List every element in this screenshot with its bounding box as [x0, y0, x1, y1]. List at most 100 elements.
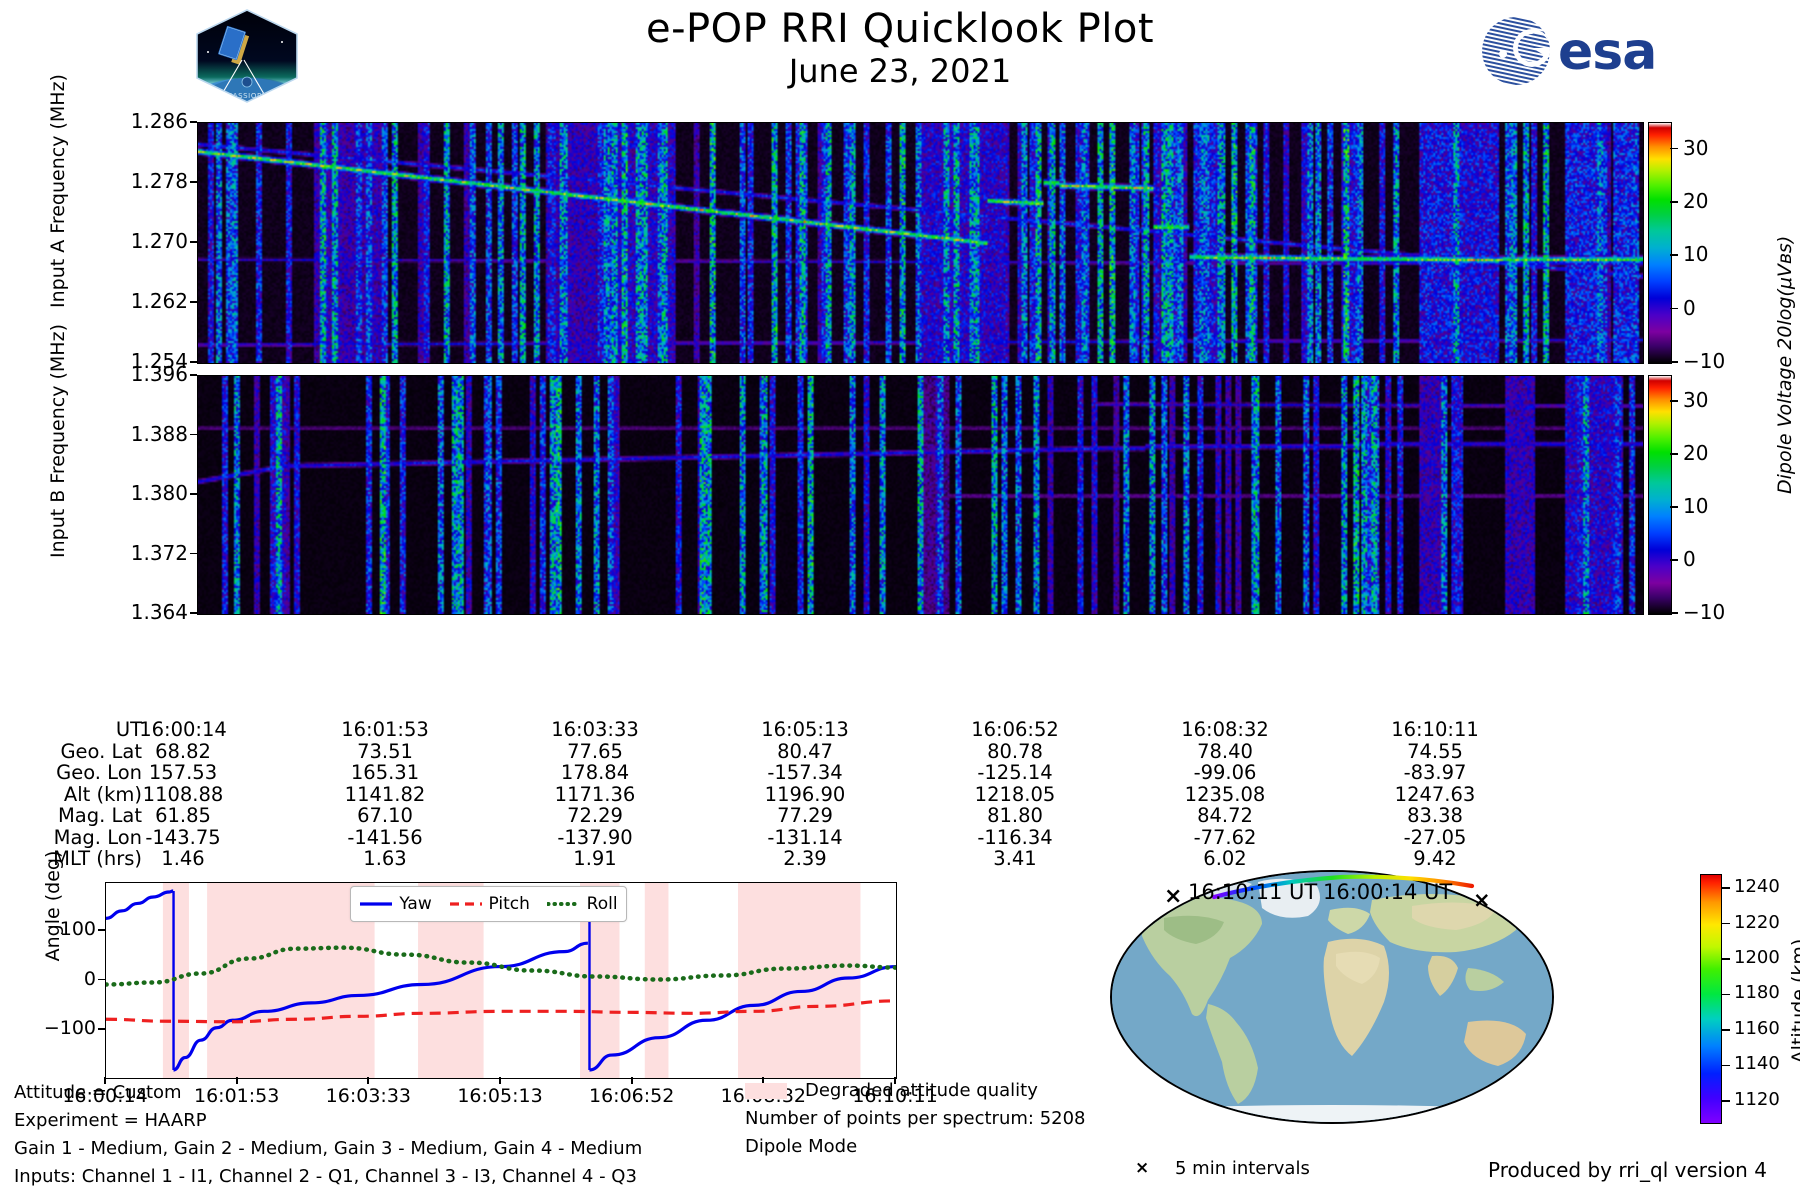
attitude-series-roll: [106, 945, 896, 987]
spectrogram-a-y-tickmark: [190, 121, 197, 123]
colorbar-tick-label: 0: [1683, 295, 1696, 320]
ephemeris-row: MLT (hrs) 1.46 1.63 1.91 2.39 3.41 6.02 9.42: [0, 847, 1640, 870]
attitude-xtick: 16:06:52: [588, 1085, 675, 1107]
altitude-tickmark: [1722, 922, 1730, 925]
attitude-xtick: 16:10:11: [852, 1085, 938, 1107]
produced-by-label: Produced by rri_ql version 4: [1488, 1158, 1767, 1182]
ephemeris-value: 1235.08: [1184, 782, 1266, 806]
ephemeris-value: -27.05: [1403, 825, 1467, 849]
spectrogram-b-y-tick: 1.372: [130, 540, 188, 565]
ephemeris-value: -116.34: [977, 825, 1053, 849]
colorbar-tickmark: [1670, 453, 1678, 455]
degraded-quality-label: Degraded attitude quality: [805, 1080, 1038, 1101]
spectrogram-b-y-tickmark: [190, 493, 197, 495]
altitude-tickmark: [1722, 1029, 1730, 1031]
altitude-colorbar-label: Altitude (km): [1788, 938, 1800, 1064]
attitude-xtickmark: [499, 1077, 501, 1084]
spectrogram-b-y-tick: 1.364: [130, 600, 188, 624]
colorbar-tickmark: [1670, 361, 1678, 363]
spectrogram-a-y-tick: 1.262: [130, 289, 188, 313]
attitude-xtick: 16:01:53: [193, 1085, 280, 1107]
attitude-xtickmark: [894, 1077, 896, 1084]
spectrogram-b-y-tick: 1.396: [130, 362, 188, 386]
attitude-ytickmark: [98, 1028, 105, 1031]
ephemeris-value: 83.38: [1407, 804, 1463, 827]
ephemeris-value: 80.47: [777, 739, 833, 763]
spectrogram-a: [197, 122, 1644, 364]
attitude-series-yaw: [106, 889, 174, 920]
ephemeris-row: UT 16:00:14 16:01:53 16:03:33 16:05:13 16:06:…: [0, 718, 1640, 741]
colorbar-tickmark: [1670, 147, 1678, 150]
track-start-label: 16:00:14 UT: [1323, 880, 1453, 904]
ephemeris-value: 77.65: [567, 739, 623, 763]
legend-label: Roll: [586, 894, 618, 914]
ephemeris-value: -137.90: [557, 825, 633, 849]
spectrogram-a-y-tick: 1.286: [130, 109, 188, 133]
spectrogram-a-y-tick: 1.278: [130, 169, 188, 193]
colorbar-tick-label: 10: [1683, 242, 1709, 267]
ephemeris-value: 1141.82: [344, 782, 426, 806]
attitude-legend: Yaw Pitch Roll: [350, 886, 627, 922]
colorbar-tickmark: [1670, 559, 1678, 561]
ephemeris-value: 81.80: [987, 804, 1043, 827]
spectrogram-a-y-tickmark: [190, 301, 197, 303]
legend-item-roll: Roll: [546, 894, 618, 914]
ephemeris-value: 9.42: [1413, 847, 1457, 870]
colorbar-tickmark: [1670, 400, 1678, 403]
colorbar-tickmark: [1670, 254, 1678, 256]
ephemeris-value: 16:08:32: [1181, 718, 1269, 741]
annotation-attitude: Attitude = Custom: [14, 1082, 182, 1103]
ephemeris-row-label: Geo. Lat: [60, 739, 142, 763]
altitude-tickmark: [1722, 958, 1730, 960]
altitude-tick-label: 1160: [1734, 1017, 1780, 1039]
ephemeris-value: 1108.88: [142, 782, 224, 806]
ephemeris-value: 68.82: [155, 739, 211, 763]
colorbar-tickmark: [1670, 307, 1678, 310]
ephemeris-value: 16:06:52: [971, 718, 1059, 741]
satellite-track: [1211, 874, 1475, 900]
ephemeris-row: Mag. Lon -143.75 -141.56 -137.90 -131.14 -116…: [0, 825, 1640, 849]
ephemeris-value: 3.41: [993, 847, 1037, 870]
attitude-xtickmark: [367, 1077, 370, 1084]
spectrogram-a-y-tickmark: [190, 361, 197, 363]
altitude-colorbar: [1700, 874, 1722, 1124]
attitude-series-yaw: [173, 941, 589, 1072]
colorbar-tick-label: 20: [1683, 189, 1709, 213]
ephemeris-value: -141.56: [347, 825, 423, 849]
ephemeris-value: 157.53: [148, 761, 218, 784]
spectrogram-b-y-tick: 1.388: [130, 421, 188, 446]
interval-legend-label: 5 min intervals: [1175, 1158, 1310, 1179]
ephemeris-value: 80.78: [987, 739, 1043, 763]
attitude-ytickmark: [98, 978, 105, 981]
annotation-mode: Dipole Mode: [745, 1136, 858, 1157]
colorbar-tick-label: −10: [1683, 349, 1726, 373]
ephemeris-value: 78.40: [1197, 739, 1253, 763]
annotation-points-per-spectrum: Number of points per spectrum: 5208: [745, 1108, 1086, 1129]
degraded-band: [738, 883, 861, 1078]
page-title: e-POP RRI Quicklook Plot: [645, 6, 1154, 52]
ephemeris-value: 61.85: [155, 804, 211, 827]
colorbar-tick-label: 30: [1683, 388, 1709, 413]
spectrogram-b-y-tickmark: [190, 552, 197, 555]
altitude-tick-label: 1140: [1734, 1053, 1780, 1075]
ephemeris-value: -131.14: [767, 825, 843, 849]
legend-swatch-roll: [546, 902, 581, 906]
spectrogram-a-y-tickmark: [190, 181, 197, 183]
ephemeris-value: 1218.05: [974, 782, 1056, 806]
ephemeris-value: -125.14: [977, 761, 1053, 784]
degraded-quality-swatch: [745, 1083, 787, 1099]
ephemeris-table: UT 16:00:14 16:01:53 16:03:33 16:05:13 16:06:…: [0, 718, 1640, 870]
ephemeris-value: 1247.63: [1394, 782, 1476, 806]
ephemeris-value: 67.10: [357, 804, 413, 827]
attitude-series-yaw: [589, 964, 896, 1072]
cassiope-logo-icon: CASSIOPE: [192, 8, 302, 104]
page-date: June 23, 2021: [788, 52, 1012, 90]
ephemeris-value: -99.06: [1193, 761, 1257, 784]
colorbar-tick-label: 20: [1683, 441, 1709, 466]
ephemeris-row: Geo. Lat 68.82 73.51 77.65 80.47 80.78 78.40 74…: [0, 739, 1640, 763]
attitude-xtick: 16:00:14: [62, 1085, 148, 1107]
ephemeris-value: -83.97: [1403, 761, 1467, 784]
ephemeris-row-label: Mag. Lon: [53, 825, 142, 849]
attitude-ytick: 100: [59, 917, 96, 940]
annotation-experiment: Experiment = HAARP: [14, 1110, 207, 1131]
